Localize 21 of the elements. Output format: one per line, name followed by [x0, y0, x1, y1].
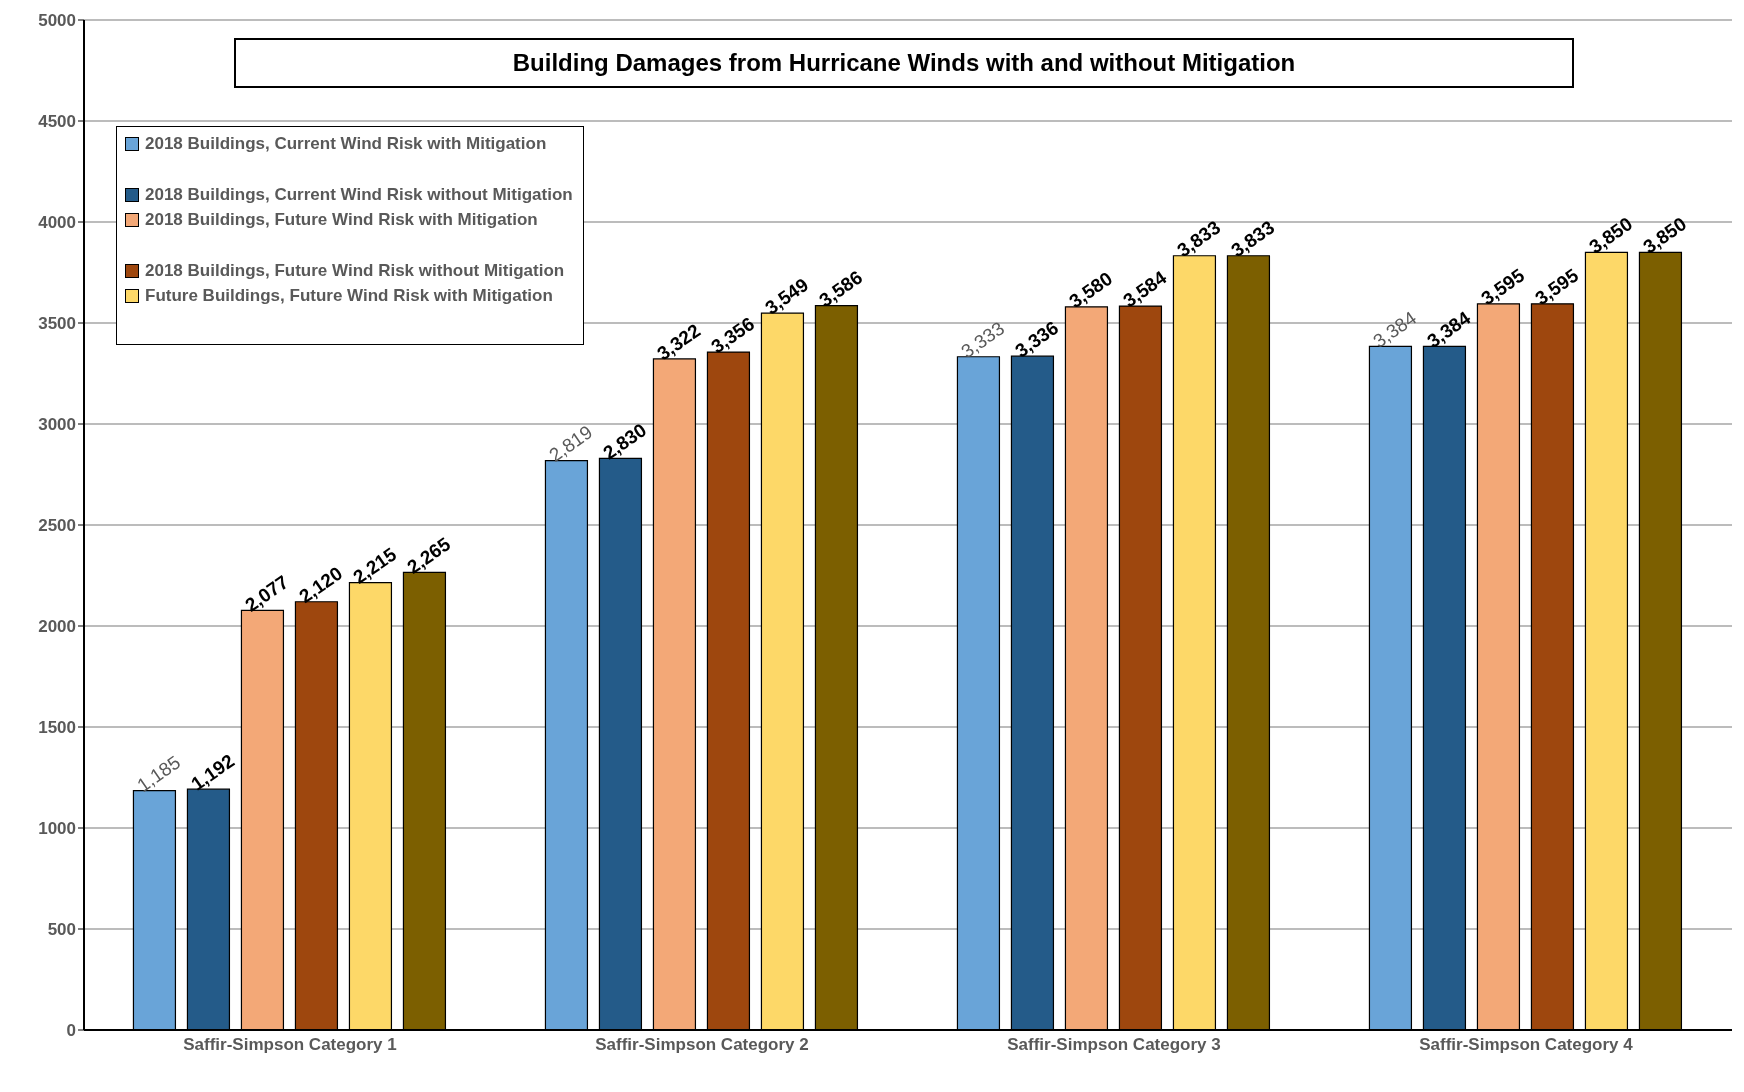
y-tick-label: 2500 — [38, 516, 76, 536]
y-tick-label: 0 — [66, 1021, 76, 1041]
legend-label: 2018 Buildings, Future Wind Risk without Mitigation — [145, 260, 565, 282]
x-tick-label: Saffir-Simpson Category 4 — [1419, 1035, 1634, 1055]
y-tick-label: 500 — [47, 920, 76, 940]
y-tick-label: 4000 — [38, 213, 76, 233]
legend-label: 2018 Buildings, Current Wind Risk without Mitigation — [145, 184, 573, 206]
legend-label: 2018 Buildings, Future Wind Risk with Mitigation — [145, 209, 538, 231]
y-tick-label: 5000 — [38, 11, 76, 31]
y-tick-label: 1000 — [38, 819, 76, 839]
y-tick-label: 3500 — [38, 314, 76, 334]
y-tick-label: 2000 — [38, 617, 76, 637]
legend-label: Future Buildings, Future Wind Risk with Mitigation — [145, 285, 553, 307]
text: Building Damages from Hurricane Winds with and without Mitigation — [234, 38, 1574, 88]
y-tick-label: 1500 — [38, 718, 76, 738]
x-tick-label: Saffir-Simpson Category 3 — [1007, 1035, 1221, 1055]
y-tick-label: 3000 — [38, 415, 76, 435]
y-tick-label: 4500 — [38, 112, 76, 132]
legend-label: 2018 Buildings, Current Wind Risk with Mitigation — [145, 133, 547, 155]
x-tick-label: Saffir-Simpson Category 1 — [183, 1035, 397, 1055]
x-tick-label: Saffir-Simpson Category 2 — [595, 1035, 809, 1055]
